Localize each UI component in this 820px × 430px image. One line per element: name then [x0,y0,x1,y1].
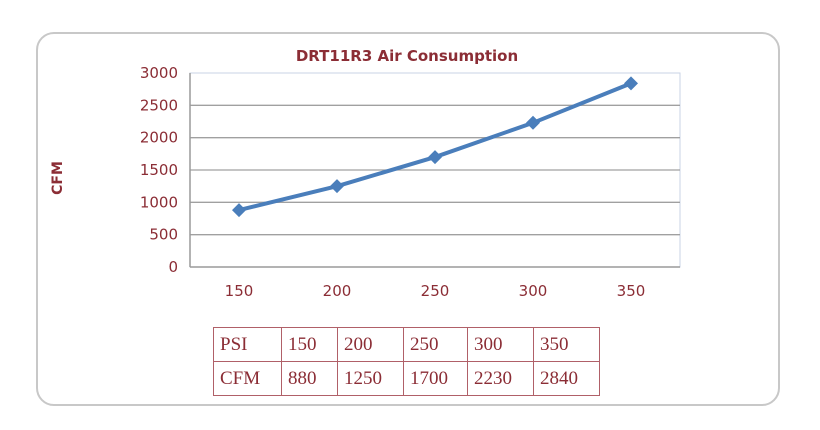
x-tick-label: 300 [519,282,548,300]
y-tick-label: 2000 [140,129,178,147]
data-point-marker [624,76,638,91]
y-tick-label: 500 [149,226,178,244]
y-tick-label: 0 [168,258,178,276]
series-line [238,81,632,213]
data-point-marker [232,203,246,218]
data-point-marker [330,179,344,194]
table-cell: 250 [403,327,468,362]
table-cell: 350 [533,327,600,362]
table-cell: 300 [467,327,534,362]
y-axis-label: CFM [50,161,66,195]
y-tick-label: 3000 [140,64,178,82]
table-cell: 150 [281,327,338,362]
chart-title: DRT11R3 Air Consumption [296,47,518,65]
x-tick-label: 200 [323,282,352,300]
table-cell: 1700 [403,361,468,396]
table-cell: 200 [337,327,404,362]
x-tick-label: 250 [421,282,450,300]
table-cell: 1250 [337,361,404,396]
data-point-marker [526,115,540,130]
table-row-header: CFM [213,361,282,396]
table-row: PSI 150 200 250 300 350 [213,327,600,362]
table-row-header: PSI [213,327,282,362]
x-tick-label: 350 [617,282,646,300]
x-tick-label: 150 [225,282,254,300]
table-cell: 2840 [533,361,600,396]
table-cell: 880 [281,361,338,396]
y-tick-label: 1000 [140,193,178,211]
y-tick-label: 2500 [140,96,178,114]
chart: DRT11R3 Air Consumption CFM 0 500 1000 1500… [50,47,681,300]
data-table: PSI 150 200 250 300 350 CFM 880 1250 1700 2230 2840 [213,327,600,396]
data-point-marker [428,150,442,165]
table-cell: 2230 [467,361,534,396]
table-row: CFM 880 1250 1700 2230 2840 [213,361,600,396]
y-tick-label: 1500 [140,161,178,179]
chart-frame [36,32,780,406]
